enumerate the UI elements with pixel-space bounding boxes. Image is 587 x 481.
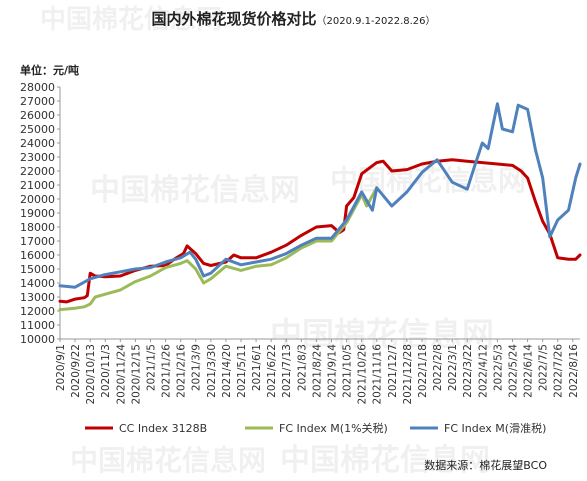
watermark-text: 中国棉花信息网: [40, 4, 222, 35]
watermark-text: 中国棉花信息网: [280, 443, 490, 478]
x-tick-label: 2021/7/13: [281, 344, 293, 398]
x-tick-label: 2022/8/16: [568, 344, 580, 398]
y-tick-label: 15000: [20, 263, 55, 276]
x-tick-label: 2021/1/5: [145, 344, 157, 391]
y-tick-label: 18000: [20, 221, 55, 234]
x-tick-label: 2021/11/16: [372, 344, 384, 405]
y-tick-label: 10000: [20, 333, 55, 346]
watermark-text: 中国棉花信息网: [270, 315, 494, 353]
x-tick-label: 2022/6/14: [523, 344, 535, 398]
y-tick-label: 24000: [20, 137, 55, 150]
x-tick-label: 2021/4/20: [221, 344, 233, 398]
x-tick-label: 2021/3/9: [191, 344, 203, 391]
source-note: 数据来源：棉花展望BCO: [424, 459, 547, 472]
y-tick-label: 26000: [20, 109, 55, 122]
watermark-text: 中国棉花信息网: [70, 444, 266, 477]
x-tick-label: 2020/12/15: [130, 344, 142, 405]
x-tick-label: 2022/1/18: [417, 344, 429, 398]
x-tick-label: 2022/3/22: [462, 344, 474, 398]
x-tick-label: 2022/2/8: [432, 344, 444, 391]
x-tick-label: 2021/2/16: [176, 344, 188, 398]
x-tick-label: 2021/1/26: [161, 344, 173, 398]
y-tick-label: 14000: [20, 277, 55, 290]
chart-subtitle: （2020.9.1-2022.8.26）: [316, 16, 436, 27]
x-tick-label: 2021/6/22: [266, 344, 278, 398]
watermark-text: 中国棉花信息网: [90, 173, 300, 208]
x-tick-label: 2021/5/11: [236, 344, 248, 398]
x-tick-label: 2021/12/7: [387, 344, 399, 398]
y-tick-label: 11000: [20, 319, 55, 332]
y-tick-label: 25000: [20, 123, 55, 136]
chart-title-main: 国内外棉花现货价格对比: [151, 10, 317, 28]
x-tick-label: 2021/10/5: [342, 344, 354, 398]
y-tick-label: 21000: [20, 179, 55, 192]
x-tick-label: 2021/12/28: [402, 344, 414, 405]
y-tick-label: 28000: [20, 81, 55, 94]
x-tick-label: 2021/6/1: [251, 344, 263, 391]
y-tick-label: 13000: [20, 291, 55, 304]
x-tick-label: 2020/11/3: [100, 344, 112, 398]
y-tick-label: 23000: [20, 151, 55, 164]
x-tick-label: 2021/8/24: [311, 344, 323, 398]
x-tick-label: 2020/9/22: [70, 344, 82, 398]
y-tick-label: 16000: [20, 249, 55, 262]
legend-label-3: FC Index M(滑准税): [444, 421, 546, 435]
x-tick-label: 2022/4/12: [477, 344, 489, 398]
x-tick-label: 2022/3/1: [447, 344, 459, 391]
y-tick-label: 22000: [20, 165, 55, 178]
y-tick-label: 17000: [20, 235, 55, 248]
legend-label-2: FC Index M(1%关税): [279, 421, 388, 435]
x-tick-label: 2022/7/5: [538, 344, 550, 391]
series-line-3: [58, 102, 582, 289]
unit-label: 单位：元/吨: [20, 64, 80, 77]
series-line-2: [58, 186, 379, 312]
x-tick-label: 2021/8/3: [296, 344, 308, 391]
x-tick-label: 2022/5/3: [492, 344, 504, 391]
x-tick-label: 2020/11/24: [115, 344, 127, 405]
chart-title: 国内外棉花现货价格对比（2020.9.1-2022.8.26）: [0, 8, 587, 29]
x-tick-label: 2020/9/1: [55, 344, 67, 391]
x-tick-label: 2021/10/26: [357, 344, 369, 405]
y-tick-label: 19000: [20, 207, 55, 220]
x-tick-label: 2021/3/30: [206, 344, 218, 398]
series-line-1: [58, 158, 582, 304]
y-tick-label: 20000: [20, 193, 55, 206]
x-tick-label: 2021/9/14: [326, 344, 338, 398]
x-tick-label: 2022/7/26: [553, 344, 565, 398]
y-tick-label: 12000: [20, 305, 55, 318]
legend-label-1: CC Index 3128B: [119, 422, 207, 435]
x-tick-label: 2022/5/24: [507, 344, 519, 398]
x-tick-label: 2020/10/13: [85, 344, 97, 405]
y-tick-label: 27000: [20, 95, 55, 108]
